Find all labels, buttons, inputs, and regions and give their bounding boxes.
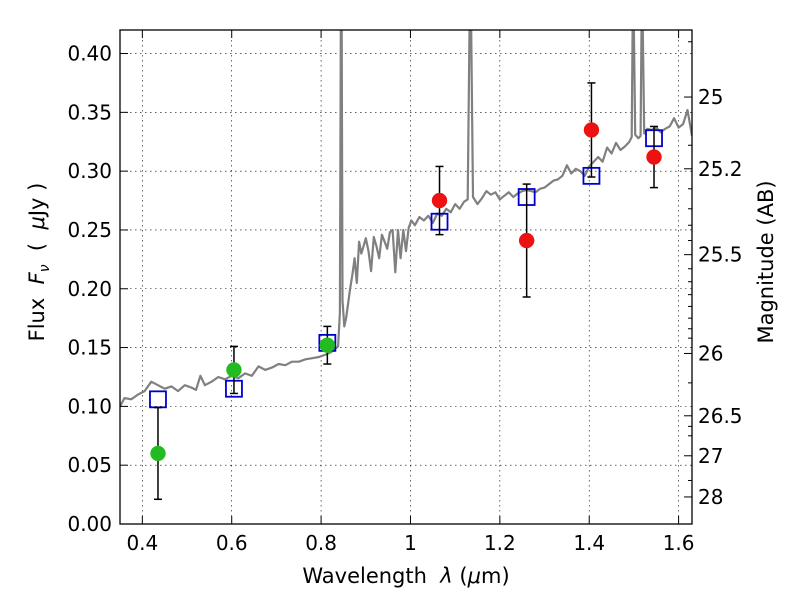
x-tick-label: 1.4: [573, 531, 605, 555]
right-tick-label: 25.2: [698, 157, 743, 181]
y-tick-label: 0.10: [67, 394, 112, 418]
y-tick-label: 0.35: [67, 100, 112, 124]
observed-flux-point: [518, 232, 535, 249]
x-tick-label: 0.8: [305, 531, 337, 555]
ticks: 0.4 0.6 0.8 1 1.2 1.4 1.6 0.00 0.05 0.10 0.15 0.20 0…: [67, 30, 743, 555]
y-tick-label: 0.00: [67, 512, 112, 536]
x-axis-label: Wavelength λ (μm): [302, 564, 509, 588]
observed-flux-point: [319, 337, 336, 353]
x-tick-label: 0.4: [126, 531, 158, 555]
sed-model-line: [120, 30, 692, 407]
y-tick-label: 0.25: [67, 218, 112, 242]
right-tick-label: 26.5: [698, 404, 743, 428]
y-axis-label: Flux Fν ( μJy ): [25, 183, 53, 342]
axes-frame: [119, 29, 693, 525]
right-tick-label: 28: [698, 485, 723, 509]
right-tick-label: 25.5: [698, 243, 743, 267]
model-photometry-square: [149, 390, 167, 409]
observed-flux-point: [583, 122, 600, 138]
observed-flux-point: [150, 445, 166, 462]
right-axis-label: Magnitude (AB): [754, 180, 778, 343]
y-tick-label: 0.30: [67, 159, 112, 183]
y-tick-label: 0.05: [67, 453, 112, 477]
right-tick-label: 27: [698, 444, 723, 468]
right-tick-label: 25: [698, 85, 723, 109]
x-tick-label: 1.2: [484, 531, 516, 555]
x-tick-label: 0.6: [216, 531, 248, 555]
right-tick-label: 26: [698, 341, 723, 365]
y-tick-label: 0.20: [67, 277, 112, 301]
plot-area: [120, 30, 692, 501]
x-tick-label: 1.6: [663, 531, 695, 555]
y-tick-label: 0.15: [67, 336, 112, 360]
x-tick-label: 1: [404, 531, 417, 555]
y-tick-label: 0.40: [67, 42, 112, 66]
observed-flux-point: [431, 192, 448, 209]
grid: [120, 30, 692, 525]
observed-flux-point: [646, 149, 662, 165]
observed-flux-point: [226, 362, 242, 378]
